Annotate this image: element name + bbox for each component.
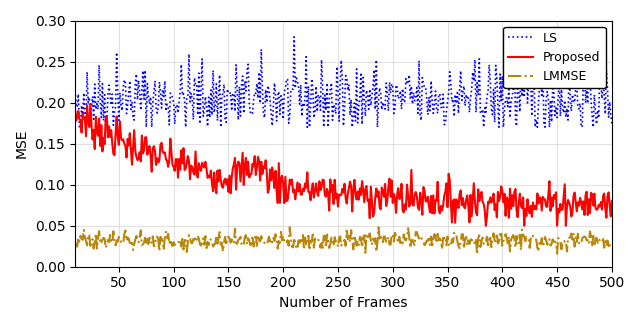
Proposed bbox=[61, 88, 69, 92]
Proposed bbox=[608, 199, 616, 203]
LS bbox=[323, 81, 331, 85]
LS bbox=[511, 117, 519, 121]
LS bbox=[326, 87, 334, 91]
Legend: LS, Proposed, LMMSE: LS, Proposed, LMMSE bbox=[503, 27, 605, 88]
LS bbox=[608, 122, 616, 125]
LMMSE bbox=[358, 245, 366, 249]
Y-axis label: MSE: MSE bbox=[15, 129, 29, 158]
Proposed bbox=[387, 195, 394, 199]
LMMSE bbox=[61, 242, 69, 246]
LMMSE bbox=[597, 236, 605, 240]
Proposed bbox=[482, 224, 490, 228]
Line: LMMSE: LMMSE bbox=[65, 227, 612, 254]
LMMSE bbox=[473, 253, 481, 256]
X-axis label: Number of Frames: Number of Frames bbox=[279, 296, 408, 310]
Proposed bbox=[511, 190, 518, 194]
Proposed bbox=[357, 193, 365, 197]
LMMSE bbox=[608, 241, 616, 245]
LMMSE bbox=[388, 233, 396, 237]
Line: LS: LS bbox=[65, 37, 612, 127]
Proposed bbox=[596, 205, 604, 209]
LMMSE bbox=[286, 225, 294, 229]
LS bbox=[389, 85, 397, 89]
LS bbox=[291, 35, 298, 39]
Proposed bbox=[321, 193, 329, 197]
LMMSE bbox=[511, 246, 519, 250]
LS bbox=[359, 75, 367, 79]
Line: Proposed: Proposed bbox=[65, 90, 612, 226]
LS bbox=[61, 87, 69, 91]
LS bbox=[597, 81, 605, 84]
Proposed bbox=[324, 191, 332, 195]
LMMSE bbox=[322, 245, 330, 249]
LS bbox=[76, 125, 83, 129]
LMMSE bbox=[325, 246, 333, 250]
